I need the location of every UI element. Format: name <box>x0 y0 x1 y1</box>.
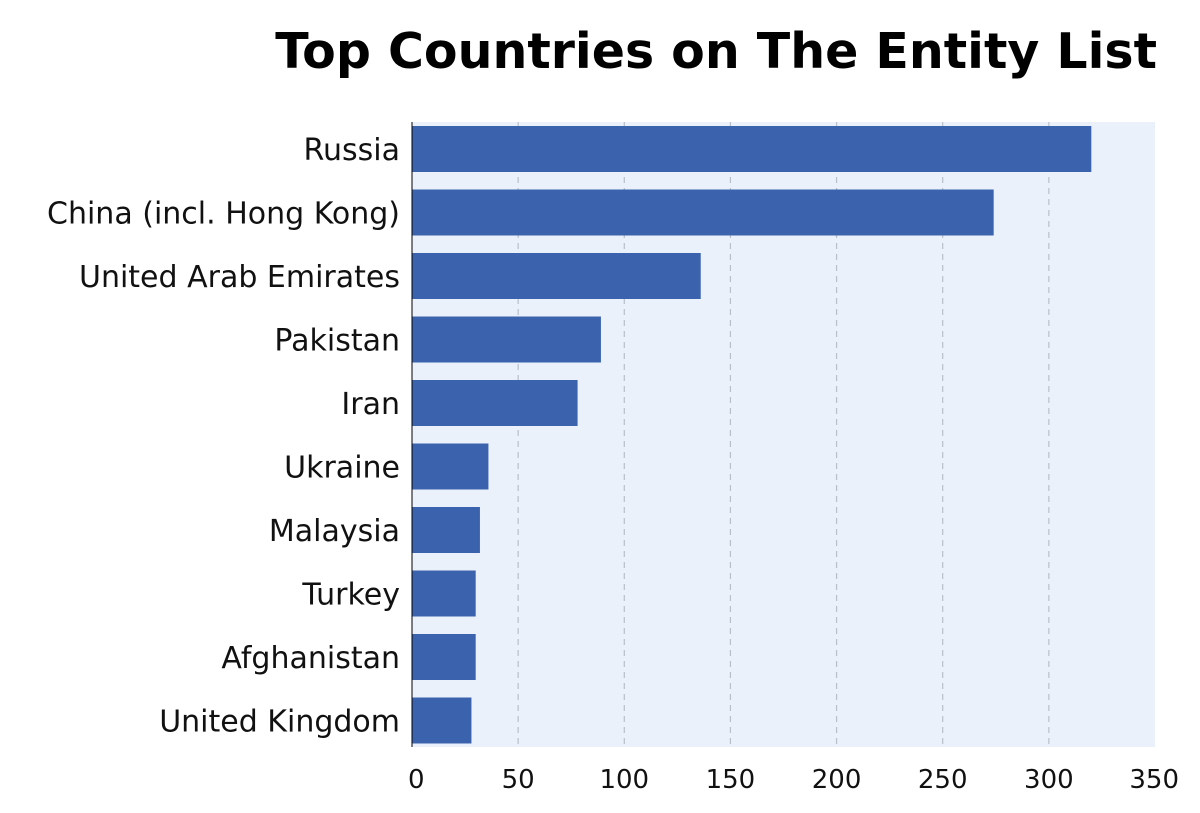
category-label: United Arab Emirates <box>79 260 400 295</box>
x-tick-label: 100 <box>599 765 649 795</box>
x-tick-label: 350 <box>1129 765 1179 795</box>
category-label: Afghanistan <box>221 641 400 676</box>
bars <box>412 126 1092 744</box>
x-axis-ticks: 0 50 100 150 200 250 300 350 <box>408 765 1179 795</box>
x-tick-label: 150 <box>706 765 756 795</box>
category-label: China (incl. Hong Kong) <box>47 197 400 232</box>
category-label: Iran <box>341 387 400 422</box>
category-label: Turkey <box>301 578 400 613</box>
bar <box>412 634 476 680</box>
category-label: Ukraine <box>284 451 400 486</box>
x-tick-label: 0 <box>408 765 425 795</box>
x-tick-label: 250 <box>918 765 968 795</box>
bar <box>412 570 476 617</box>
category-labels: Russia China (incl. Hong Kong) United Arab… <box>47 133 400 740</box>
category-label: United Kingdom <box>159 705 400 740</box>
x-tick-label: 200 <box>812 765 862 795</box>
bar <box>412 126 1092 172</box>
bar <box>412 189 994 236</box>
category-label: Pakistan <box>274 324 400 359</box>
x-tick-label: 300 <box>1024 765 1074 795</box>
bar <box>412 697 472 744</box>
bar <box>412 443 489 490</box>
chart-title: Top Countries on The Entity List <box>275 23 1157 80</box>
x-tick-label: 50 <box>502 765 535 795</box>
category-label: Malaysia <box>269 514 400 549</box>
bar <box>412 253 701 299</box>
bar <box>412 507 480 553</box>
bar <box>412 380 578 426</box>
category-label: Russia <box>304 133 401 168</box>
bar <box>412 316 601 363</box>
